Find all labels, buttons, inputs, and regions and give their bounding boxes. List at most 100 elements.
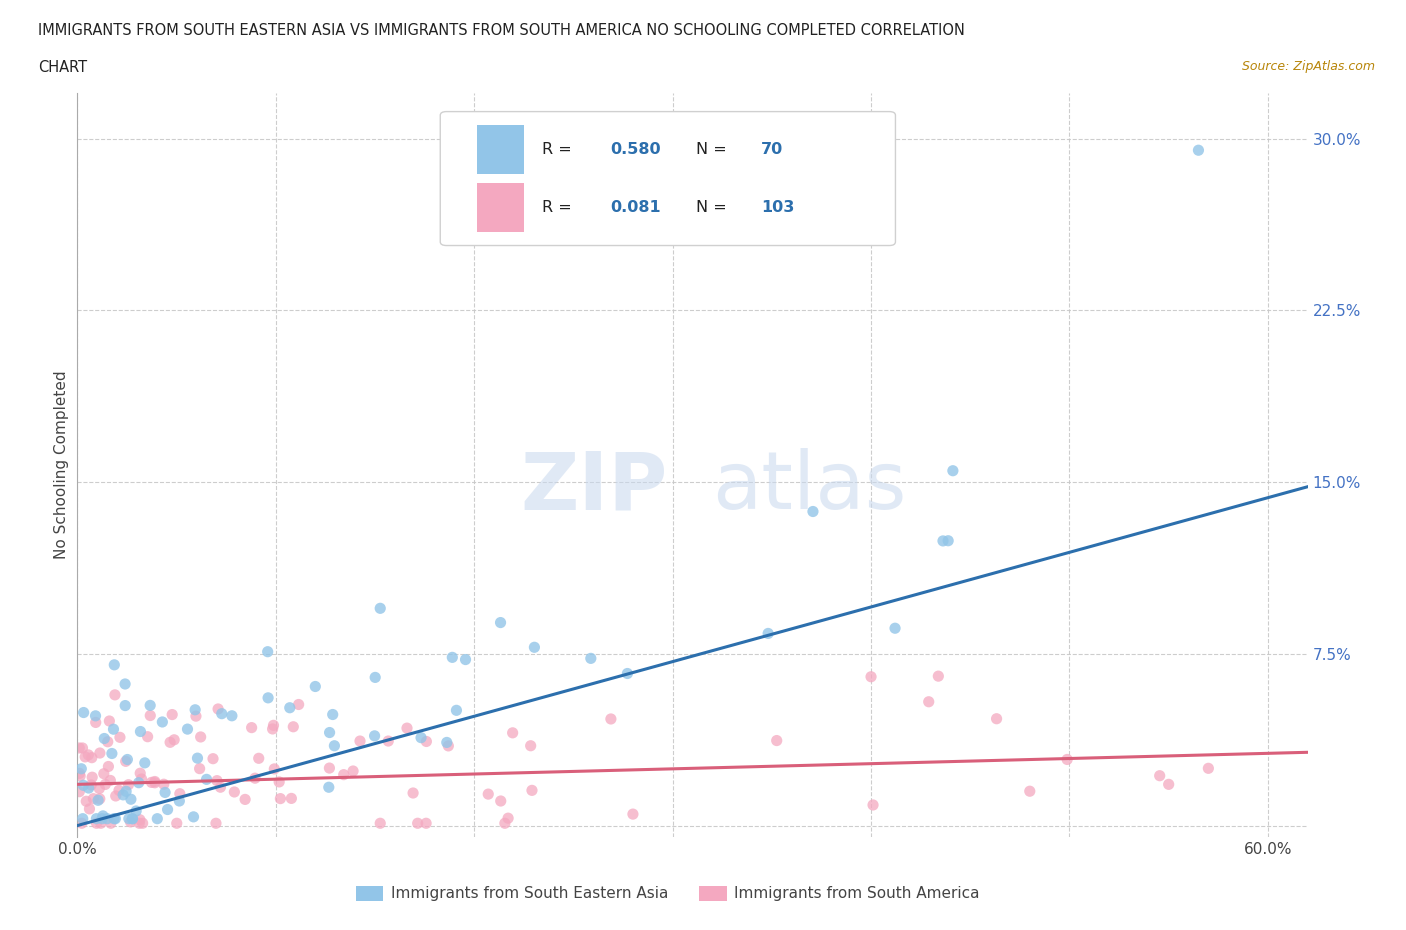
Point	[115, 784, 138, 799]
Point	[72, 705, 94, 720]
Point	[986, 711, 1008, 726]
Point	[117, 752, 139, 767]
Point	[349, 734, 371, 749]
Point	[125, 804, 148, 818]
Text: IMMIGRANTS FROM SOUTH EASTERN ASIA VS IMMIGRANTS FROM SOUTH AMERICA NO SCHOOLING: IMMIGRANTS FROM SOUTH EASTERN ASIA VS IM…	[38, 23, 965, 38]
Point	[183, 809, 205, 824]
Point	[103, 658, 125, 672]
Point	[69, 768, 91, 783]
Text: R =: R =	[543, 200, 578, 215]
Point	[195, 772, 218, 787]
Text: 70: 70	[762, 142, 783, 157]
Point	[502, 725, 524, 740]
Point	[98, 773, 121, 788]
Point	[765, 733, 787, 748]
Point	[77, 748, 100, 763]
Point	[207, 701, 229, 716]
Point	[75, 750, 97, 764]
Point	[1018, 784, 1040, 799]
Point	[128, 776, 150, 790]
Point	[104, 789, 127, 804]
Point	[927, 669, 949, 684]
FancyBboxPatch shape	[440, 112, 896, 246]
Point	[263, 718, 285, 733]
Point	[131, 816, 153, 830]
Point	[224, 785, 246, 800]
Point	[159, 735, 181, 750]
Point	[121, 811, 143, 826]
Point	[184, 709, 207, 724]
Point	[304, 679, 326, 694]
Point	[86, 811, 108, 826]
Point	[1056, 752, 1078, 767]
Point	[103, 722, 125, 737]
Text: atlas: atlas	[713, 448, 907, 526]
Point	[108, 730, 131, 745]
Point	[166, 816, 188, 830]
Text: CHART: CHART	[38, 60, 87, 75]
Point	[129, 765, 152, 780]
Point	[91, 808, 114, 823]
Point	[101, 746, 124, 761]
Point	[862, 798, 884, 813]
Point	[1197, 761, 1219, 776]
Point	[263, 762, 285, 777]
Point	[1157, 777, 1180, 791]
Point	[82, 791, 104, 806]
FancyBboxPatch shape	[477, 183, 524, 232]
Point	[75, 794, 97, 809]
Point	[269, 775, 291, 790]
Point	[169, 786, 191, 801]
Point	[243, 771, 266, 786]
Point	[332, 767, 354, 782]
Point	[77, 780, 100, 795]
Text: N =: N =	[696, 200, 733, 215]
Point	[97, 759, 120, 774]
Point	[156, 802, 179, 817]
Point	[205, 816, 228, 830]
Point	[89, 791, 111, 806]
Point	[599, 711, 621, 726]
Point	[104, 811, 127, 826]
Point	[67, 784, 90, 799]
Point	[318, 780, 340, 795]
Point	[176, 722, 198, 737]
Point	[190, 729, 212, 744]
Point	[84, 709, 107, 724]
Point	[128, 812, 150, 827]
Point	[446, 703, 468, 718]
Point	[184, 702, 207, 717]
Point	[918, 695, 941, 710]
Point	[141, 775, 163, 790]
Text: 0.081: 0.081	[610, 200, 661, 215]
Point	[87, 793, 110, 808]
Point	[114, 676, 136, 691]
Point	[108, 783, 131, 798]
Point	[131, 772, 153, 787]
Point	[120, 791, 142, 806]
Point	[211, 706, 233, 721]
Y-axis label: No Schooling Completed: No Schooling Completed	[53, 371, 69, 559]
Point	[368, 601, 391, 616]
Point	[409, 730, 432, 745]
Text: R =: R =	[543, 142, 578, 157]
Point	[240, 720, 263, 735]
Point	[94, 777, 117, 791]
Point	[523, 640, 546, 655]
Text: Source: ZipAtlas.com: Source: ZipAtlas.com	[1241, 60, 1375, 73]
Point	[233, 792, 256, 807]
Point	[942, 463, 965, 478]
Point	[257, 690, 280, 705]
Point	[96, 811, 118, 826]
Point	[342, 764, 364, 778]
Point	[117, 777, 139, 792]
Text: 103: 103	[762, 200, 794, 215]
Text: ZIP: ZIP	[520, 448, 668, 526]
Text: N =: N =	[696, 142, 733, 157]
Point	[221, 709, 243, 724]
Point	[163, 732, 186, 747]
Point	[520, 783, 543, 798]
Point	[323, 738, 346, 753]
Point	[70, 816, 93, 830]
Point	[134, 755, 156, 770]
